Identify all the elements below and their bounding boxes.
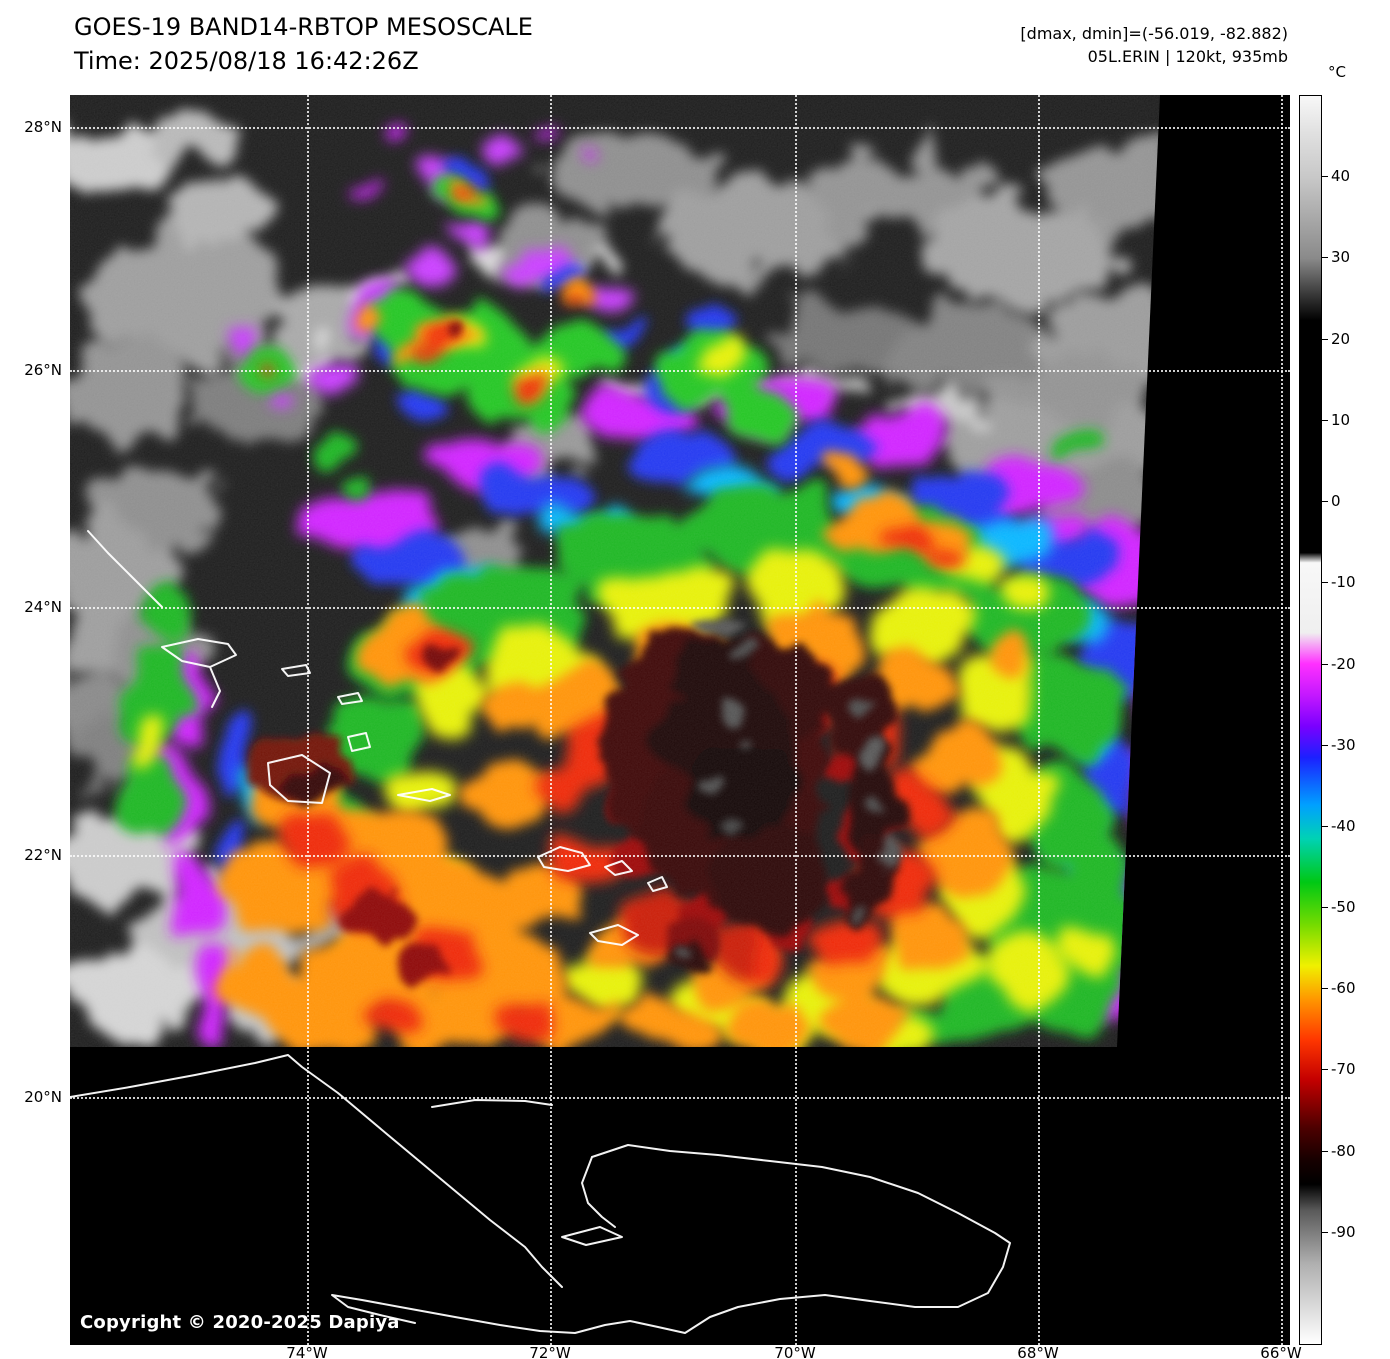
coastline-gonave [561,1226,623,1246]
colorbar-tick-m90: -90 [1322,1223,1356,1241]
grain-texture [70,95,1160,1047]
coastline-mayaguana [397,788,451,802]
data-sector [70,95,1160,1047]
dmax-dmin-readout: [dmax, dmin]=(-56.019, -82.882) [1020,24,1288,43]
lat-label-22n: 22°N [24,846,62,864]
colorbar [1299,95,1322,1345]
lon-label-68w: 68°W [1017,1344,1059,1359]
gridline-22n [70,855,1290,857]
coastline-cuba [70,1054,563,1288]
colorbar-tick-m70: -70 [1322,1060,1356,1078]
lon-label-66w: 66°W [1260,1344,1302,1359]
coastline-hispaniola [331,1144,1011,1334]
gridline-70w [795,95,797,1345]
colorbar-tick-20: 20 [1321,330,1351,348]
coastline-haiti-west [581,1156,616,1228]
coastline-turks [647,876,668,892]
coastline-tortuga [431,1099,553,1108]
gridline-66w [1281,95,1283,1345]
copyright-watermark: Copyright © 2020-2025 Dapiya [80,1312,400,1333]
colorbar-tick-m30: -30 [1322,736,1356,754]
colorbar-tick-m60: -60 [1322,979,1356,997]
coastline-samana-cay [281,664,311,677]
satellite-map: Copyright © 2020-2025 Dapiya [70,95,1290,1345]
coastline-long-island [87,530,163,608]
coastline-cays [589,924,639,946]
lat-label-26n: 26°N [24,361,62,379]
timestamp: Time: 2025/08/18 16:42:26Z [74,47,419,75]
colorbar-tick-10: 10 [1321,411,1351,429]
gridline-28n [70,127,1290,129]
lat-label-20n: 20°N [24,1088,62,1106]
colorbar-tick-m80: -80 [1322,1142,1356,1160]
coastline-crooked-acklins [161,638,237,708]
coastline-great-inagua [267,754,331,804]
product-title: GOES-19 BAND14-RBTOP MESOSCALE [74,13,533,41]
coastline-caicos [537,846,591,872]
gridline-74w [307,95,309,1345]
coastlines [70,530,1011,1334]
satellite-imagery [70,95,1290,1345]
colorbar-tick-m20: -20 [1322,655,1356,673]
gridline-68w [1038,95,1040,1345]
lat-label-28n: 28°N [24,118,62,136]
lon-label-74w: 74°W [286,1344,328,1359]
colorbar-tick-0: 0 [1322,492,1341,510]
gridline-26n [70,370,1290,372]
coastline-plana-cays [337,692,363,705]
gridline-24n [70,607,1290,609]
lat-label-24n: 24°N [24,598,62,616]
header: GOES-19 BAND14-RBTOP MESOSCALE Time: 202… [74,10,533,78]
storm-info: 05L.ERIN | 120kt, 935mb [1087,47,1288,66]
coastline-caicos-east [604,860,633,876]
colorbar-tick-m40: -40 [1322,817,1356,835]
lon-label-70w: 70°W [774,1344,816,1359]
colorbar-tick-30: 30 [1321,248,1351,266]
lon-label-72w: 72°W [529,1344,571,1359]
colorbar-tick-40: 40 [1321,167,1351,185]
colorbar-tick-m10: -10 [1322,573,1356,591]
gridline-20n [70,1097,1290,1099]
gridline-72w [550,95,552,1345]
header-right: [dmax, dmin]=(-56.019, -82.882) 05L.ERIN… [1020,22,1288,68]
coastline-little-inagua [347,732,371,752]
colorbar-tick-m50: -50 [1322,898,1356,916]
colorbar-unit-label: °C [1328,63,1346,81]
